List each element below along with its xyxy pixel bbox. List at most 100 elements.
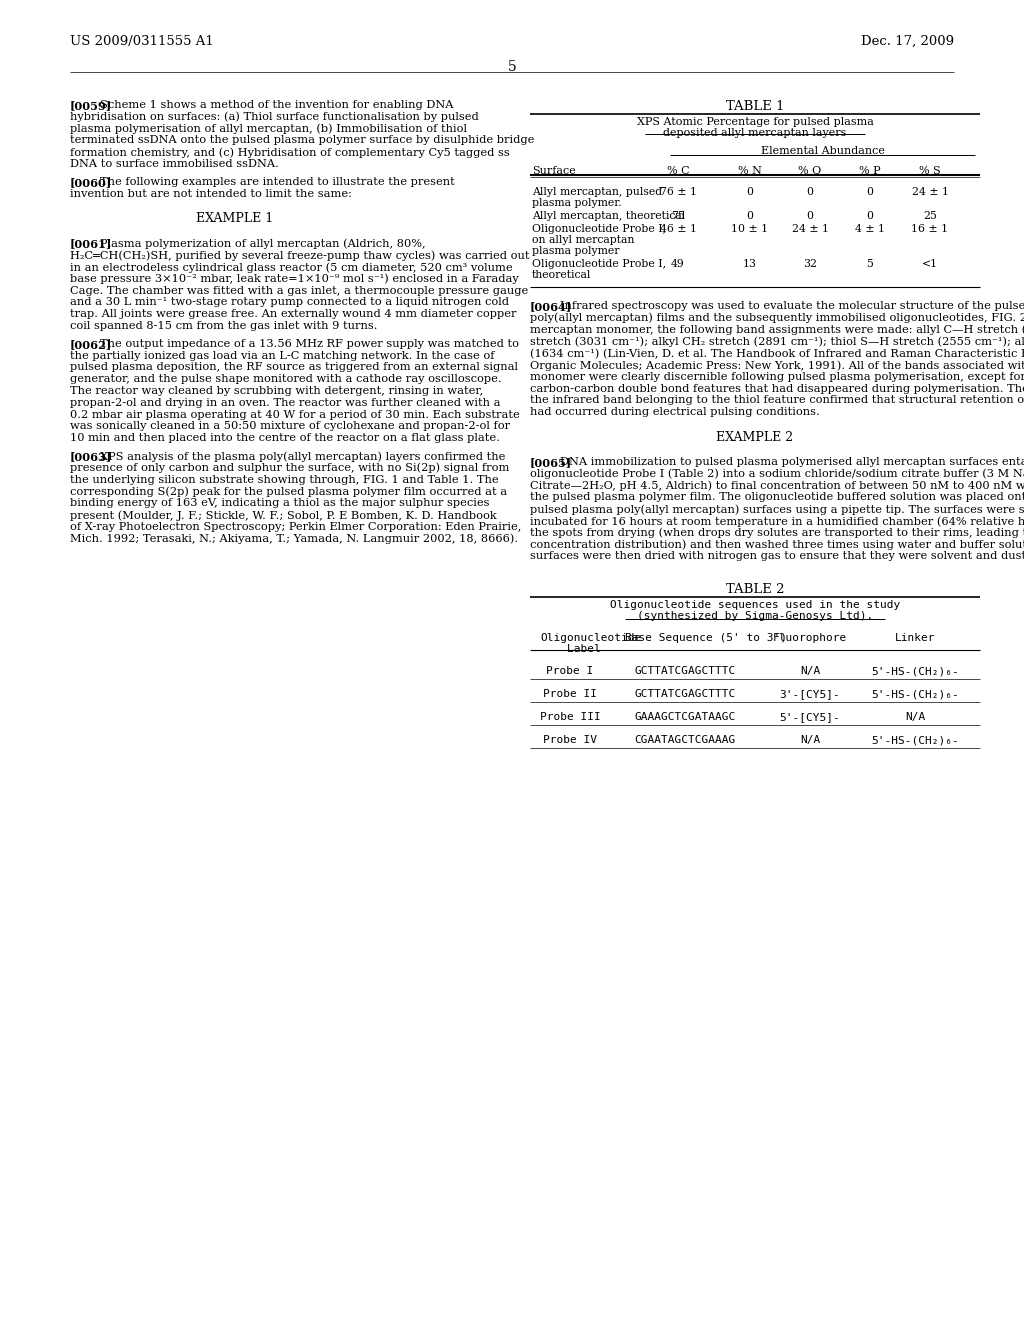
Text: Fluorophore: Fluorophore — [773, 634, 847, 643]
Text: Citrate—2H₂O, pH 4.5, Aldrich) to final concentration of between 50 nM to 400 nM: Citrate—2H₂O, pH 4.5, Aldrich) to final … — [530, 480, 1024, 491]
Text: had occurred during electrical pulsing conditions.: had occurred during electrical pulsing c… — [530, 407, 820, 417]
Text: 16 ± 1: 16 ± 1 — [911, 224, 948, 234]
Text: formation chemistry, and (c) Hybridisation of complementary Cy5 tagged ss: formation chemistry, and (c) Hybridisati… — [70, 148, 510, 158]
Text: generator, and the pulse shape monitored with a cathode ray oscilloscope.: generator, and the pulse shape monitored… — [70, 374, 502, 384]
Text: poly(allyl mercaptan) films and the subsequently immobilised oligonucleotides, F: poly(allyl mercaptan) films and the subs… — [530, 313, 1024, 323]
Text: plasma polymerisation of allyl mercaptan, (b) Immobilisation of thiol: plasma polymerisation of allyl mercaptan… — [70, 124, 467, 135]
Text: and a 30 L min⁻¹ two-stage rotary pump connected to a liquid nitrogen cold: and a 30 L min⁻¹ two-stage rotary pump c… — [70, 297, 509, 308]
Text: 24 ± 1: 24 ± 1 — [792, 224, 828, 234]
Text: 10 ± 1: 10 ± 1 — [731, 224, 769, 234]
Text: 75: 75 — [671, 211, 685, 220]
Text: TABLE 2: TABLE 2 — [726, 583, 784, 597]
Text: DNA to surface immobilised ssDNA.: DNA to surface immobilised ssDNA. — [70, 158, 279, 169]
Text: Infrared spectroscopy was used to evaluate the molecular structure of the pulsed: Infrared spectroscopy was used to evalua… — [560, 301, 1024, 312]
Text: The reactor way cleaned by scrubbing with detergent, rinsing in water,: The reactor way cleaned by scrubbing wit… — [70, 385, 483, 396]
Text: the pulsed plasma polymer film. The oligonucleotide buffered solution was placed: the pulsed plasma polymer film. The olig… — [530, 492, 1024, 503]
Text: [0062]: [0062] — [70, 339, 113, 350]
Text: Cage. The chamber was fitted with a gas inlet, a thermocouple pressure gauge: Cage. The chamber was fitted with a gas … — [70, 285, 528, 296]
Text: % O: % O — [799, 166, 821, 176]
Text: Probe III: Probe III — [540, 713, 600, 722]
Text: Surface: Surface — [532, 166, 575, 176]
Text: 25: 25 — [923, 211, 937, 220]
Text: monomer were clearly discernible following pulsed plasma polymerisation, except : monomer were clearly discernible followi… — [530, 372, 1024, 381]
Text: stretch (3031 cm⁻¹); alkyl CH₂ stretch (2891 cm⁻¹); thiol S—H stretch (2555 cm⁻¹: stretch (3031 cm⁻¹); alkyl CH₂ stretch (… — [530, 337, 1024, 347]
Text: EXAMPLE 2: EXAMPLE 2 — [717, 432, 794, 444]
Text: base pressure 3×10⁻² mbar, leak rate=1×10⁻⁹ mol s⁻¹) enclosed in a Faraday: base pressure 3×10⁻² mbar, leak rate=1×1… — [70, 273, 519, 284]
Text: 5: 5 — [866, 259, 873, 269]
Text: GAAAGCTCGATAAGC: GAAAGCTCGATAAGC — [635, 713, 735, 722]
Text: of X-ray Photoelectron Spectroscopy; Perkin Elmer Corporation: Eden Prairie,: of X-ray Photoelectron Spectroscopy; Per… — [70, 521, 521, 532]
Text: 5'-[CY5]-: 5'-[CY5]- — [779, 713, 841, 722]
Text: [0059]: [0059] — [70, 100, 112, 111]
Text: 0: 0 — [866, 211, 873, 220]
Text: 0.2 mbar air plasma operating at 40 W for a period of 30 min. Each substrate: 0.2 mbar air plasma operating at 40 W fo… — [70, 409, 520, 420]
Text: Allyl mercaptan, pulsed: Allyl mercaptan, pulsed — [532, 187, 663, 197]
Text: N/A: N/A — [905, 713, 925, 722]
Text: Probe IV: Probe IV — [543, 735, 597, 746]
Text: Dec. 17, 2009: Dec. 17, 2009 — [861, 36, 954, 48]
Text: plasma polymer: plasma polymer — [532, 246, 620, 256]
Text: 5'-HS-(CH₂)₆-: 5'-HS-(CH₂)₆- — [871, 735, 958, 746]
Text: Base Sequence (5' to 3'): Base Sequence (5' to 3') — [625, 634, 787, 643]
Text: 4 ± 1: 4 ± 1 — [855, 224, 885, 234]
Text: The following examples are intended to illustrate the present: The following examples are intended to i… — [100, 177, 455, 187]
Text: Oligonucleotide: Oligonucleotide — [540, 634, 641, 643]
Text: coil spanned 8-15 cm from the gas inlet with 9 turns.: coil spanned 8-15 cm from the gas inlet … — [70, 321, 378, 331]
Text: Scheme 1 shows a method of the invention for enabling DNA: Scheme 1 shows a method of the invention… — [100, 100, 454, 110]
Text: 13: 13 — [743, 259, 757, 269]
Text: 46 ± 1: 46 ± 1 — [659, 224, 696, 234]
Text: EXAMPLE 1: EXAMPLE 1 — [197, 213, 273, 226]
Text: Oligonucleotide Probe I,: Oligonucleotide Probe I, — [532, 259, 667, 269]
Text: invention but are not intended to limit the same:: invention but are not intended to limit … — [70, 189, 352, 198]
Text: corresponding S(2p) peak for the pulsed plasma polymer film occurred at a: corresponding S(2p) peak for the pulsed … — [70, 486, 507, 496]
Text: % N: % N — [738, 166, 762, 176]
Text: 0: 0 — [746, 211, 754, 220]
Text: pulsed plasma deposition, the RF source as triggered from an external signal: pulsed plasma deposition, the RF source … — [70, 363, 518, 372]
Text: TABLE 1: TABLE 1 — [726, 100, 784, 114]
Text: Label: Label — [540, 644, 601, 655]
Text: Oligonucleotide Probe I,: Oligonucleotide Probe I, — [532, 224, 667, 234]
Text: mercaptan monomer, the following band assignments were made: allyl C—H stretch (: mercaptan monomer, the following band as… — [530, 325, 1024, 335]
Text: in an electrodeless cylindrical glass reactor (5 cm diameter, 520 cm³ volume: in an electrodeless cylindrical glass re… — [70, 261, 513, 272]
Text: [0063]: [0063] — [70, 451, 113, 462]
Text: Oligonucleotide sequences used in the study: Oligonucleotide sequences used in the st… — [610, 601, 900, 610]
Text: surfaces were then dried with nitrogen gas to ensure that they were solvent and : surfaces were then dried with nitrogen g… — [530, 552, 1024, 561]
Text: 10 min and then placed into the centre of the reactor on a flat glass plate.: 10 min and then placed into the centre o… — [70, 433, 500, 444]
Text: Probe I: Probe I — [547, 667, 594, 676]
Text: the infrared band belonging to the thiol feature confirmed that structural reten: the infrared band belonging to the thiol… — [530, 396, 1024, 405]
Text: propan-2-ol and drying in an oven. The reactor was further cleaned with a: propan-2-ol and drying in an oven. The r… — [70, 397, 501, 408]
Text: the underlying silicon substrate showing through, FIG. 1 and Table 1. The: the underlying silicon substrate showing… — [70, 475, 499, 484]
Text: was sonically cleaned in a 50:50 mixture of cyclohexane and propan-2-ol for: was sonically cleaned in a 50:50 mixture… — [70, 421, 510, 432]
Text: 5'-HS-(CH₂)₆-: 5'-HS-(CH₂)₆- — [871, 667, 958, 676]
Text: theoretical: theoretical — [532, 271, 592, 280]
Text: 0: 0 — [746, 187, 754, 197]
Text: carbon-carbon double bond features that had disappeared during polymerisation. T: carbon-carbon double bond features that … — [530, 384, 1024, 393]
Text: 5'-HS-(CH₂)₆-: 5'-HS-(CH₂)₆- — [871, 689, 958, 700]
Text: 0: 0 — [807, 187, 813, 197]
Text: deposited allyl mercaptan layers: deposited allyl mercaptan layers — [664, 128, 847, 139]
Text: The output impedance of a 13.56 MHz RF power supply was matched to: The output impedance of a 13.56 MHz RF p… — [100, 339, 519, 348]
Text: Organic Molecules; Academic Press: New York, 1991). All of the bands associated : Organic Molecules; Academic Press: New Y… — [530, 360, 1024, 371]
Text: terminated ssDNA onto the pulsed plasma polymer surface by disulphide bridge: terminated ssDNA onto the pulsed plasma … — [70, 136, 535, 145]
Text: <1: <1 — [922, 259, 938, 269]
Text: [0061]: [0061] — [70, 239, 113, 249]
Text: binding energy of 163 eV, indicating a thiol as the major sulphur species: binding energy of 163 eV, indicating a t… — [70, 498, 489, 508]
Text: 76 ± 1: 76 ± 1 — [659, 187, 696, 197]
Text: N/A: N/A — [800, 667, 820, 676]
Text: Allyl mercaptan, theoretical: Allyl mercaptan, theoretical — [532, 211, 685, 220]
Text: the partially ionized gas load via an L-C matching network. In the case of: the partially ionized gas load via an L-… — [70, 351, 495, 360]
Text: Probe II: Probe II — [543, 689, 597, 700]
Text: 3'-[CY5]-: 3'-[CY5]- — [779, 689, 841, 700]
Text: Mich. 1992; Terasaki, N.; Akiyama, T.; Yamada, N. Langmuir 2002, 18, 8666).: Mich. 1992; Terasaki, N.; Akiyama, T.; Y… — [70, 533, 518, 544]
Text: present (Moulder, J. F.; Stickle, W. F.; Sobol, P. E Bomben, K. D. Handbook: present (Moulder, J. F.; Stickle, W. F.;… — [70, 510, 497, 520]
Text: on allyl mercaptan: on allyl mercaptan — [532, 235, 635, 246]
Text: DNA immobilization to pulsed plasma polymerised allyl mercaptan surfaces entaile: DNA immobilization to pulsed plasma poly… — [560, 457, 1024, 467]
Text: [0065]: [0065] — [530, 457, 572, 469]
Text: (synthesized by Sigma-Genosys Ltd).: (synthesized by Sigma-Genosys Ltd). — [637, 611, 873, 622]
Text: Plasma polymerization of allyl mercaptan (Aldrich, 80%,: Plasma polymerization of allyl mercaptan… — [100, 239, 426, 249]
Text: incubated for 16 hours at room temperature in a humidified chamber (64% relative: incubated for 16 hours at room temperatu… — [530, 516, 1024, 527]
Text: (1634 cm⁻¹) (Lin-Vien, D. et al. The Handbook of Infrared and Raman Characterist: (1634 cm⁻¹) (Lin-Vien, D. et al. The Han… — [530, 348, 1024, 359]
Text: 0: 0 — [866, 187, 873, 197]
Text: Elemental Abundance: Elemental Abundance — [761, 147, 885, 156]
Text: [0060]: [0060] — [70, 177, 113, 187]
